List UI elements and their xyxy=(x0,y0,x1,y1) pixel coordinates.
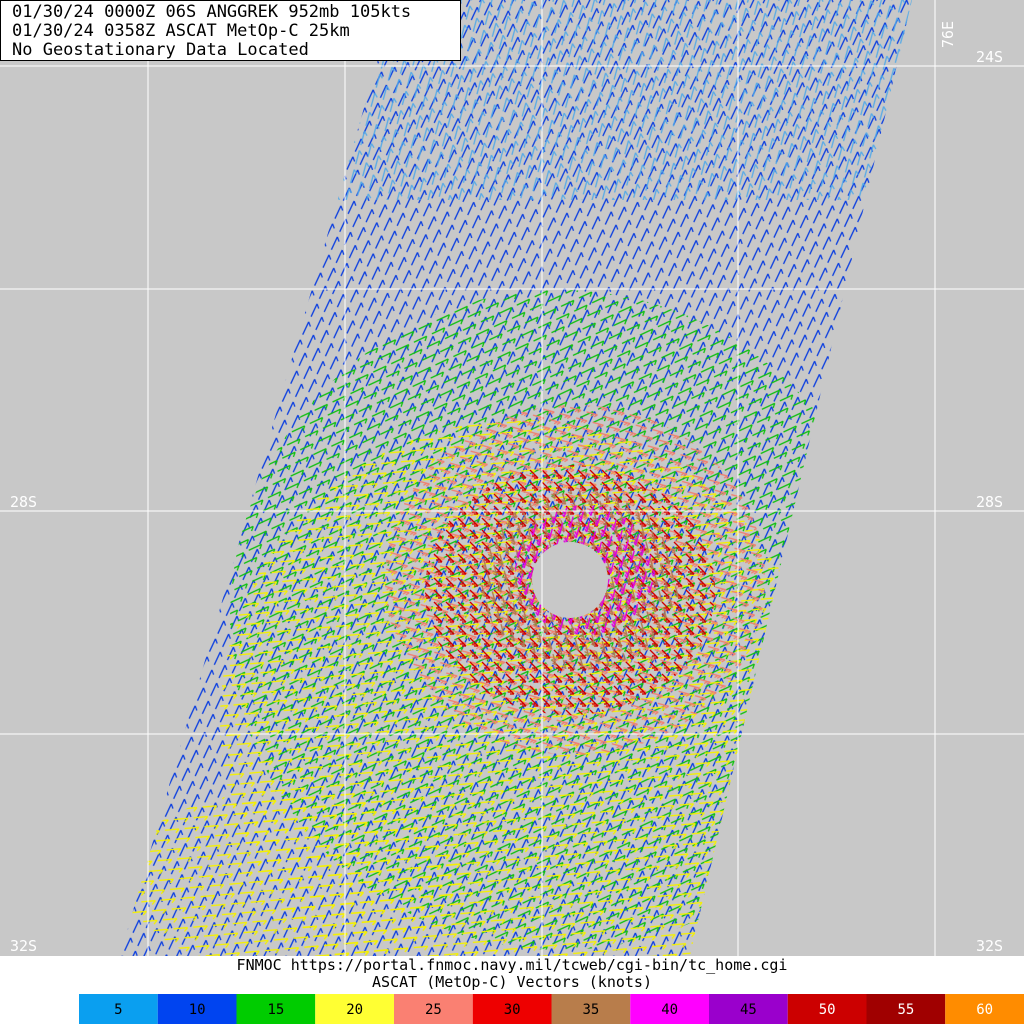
legend-label: 10 xyxy=(189,1002,206,1018)
legend-label: 20 xyxy=(346,1002,363,1018)
legend-swatch xyxy=(394,994,473,1024)
legend-swatch xyxy=(79,994,158,1024)
legend-swatch xyxy=(787,994,867,1024)
header-box xyxy=(0,0,461,61)
lon-label: 76E xyxy=(939,21,957,48)
lat-label: 28S xyxy=(976,493,1003,511)
legend-swatch xyxy=(709,994,788,1024)
legend-label: 40 xyxy=(661,1002,678,1018)
legend-label: 50 xyxy=(819,1002,836,1018)
legend-label: 5 xyxy=(114,1002,122,1018)
legend-swatch xyxy=(315,994,394,1024)
legend-swatch xyxy=(157,994,237,1024)
header-line: No Geostationary Data Located xyxy=(12,40,309,60)
legend-label: 15 xyxy=(267,1002,284,1018)
legend-swatch xyxy=(472,994,552,1024)
legend-label: 30 xyxy=(504,1002,521,1018)
legend-swatch xyxy=(630,994,709,1024)
legend-label: 60 xyxy=(976,1002,993,1018)
color-legend: 5 10 15 20 25 30 35 40 45 50 55 60 xyxy=(79,994,1024,1024)
legend-swatch xyxy=(551,994,631,1024)
legend-label: 45 xyxy=(740,1002,757,1018)
legend-label: 35 xyxy=(582,1002,599,1018)
header-line: 01/30/24 0000Z 06S ANGGREK 952mb 105kts xyxy=(12,2,411,22)
legend-label: 25 xyxy=(425,1002,442,1018)
legend-swatch xyxy=(866,994,946,1024)
lat-label: 32S xyxy=(976,937,1003,955)
lat-label: 32S xyxy=(10,937,37,955)
legend-swatch xyxy=(945,994,1024,1024)
lat-label: 28S xyxy=(10,493,37,511)
legend-label: 55 xyxy=(897,1002,914,1018)
legend-swatch xyxy=(236,994,316,1024)
grid xyxy=(0,0,1024,956)
footer-caption: ASCAT (MetOp-C) Vectors (knots) xyxy=(372,973,652,991)
footer-source: FNMOC https://portal.fnmoc.navy.mil/tcwe… xyxy=(237,956,788,974)
lat-label: 24S xyxy=(976,48,1003,66)
header-line: 01/30/24 0358Z ASCAT MetOp-C 25km xyxy=(12,21,350,41)
